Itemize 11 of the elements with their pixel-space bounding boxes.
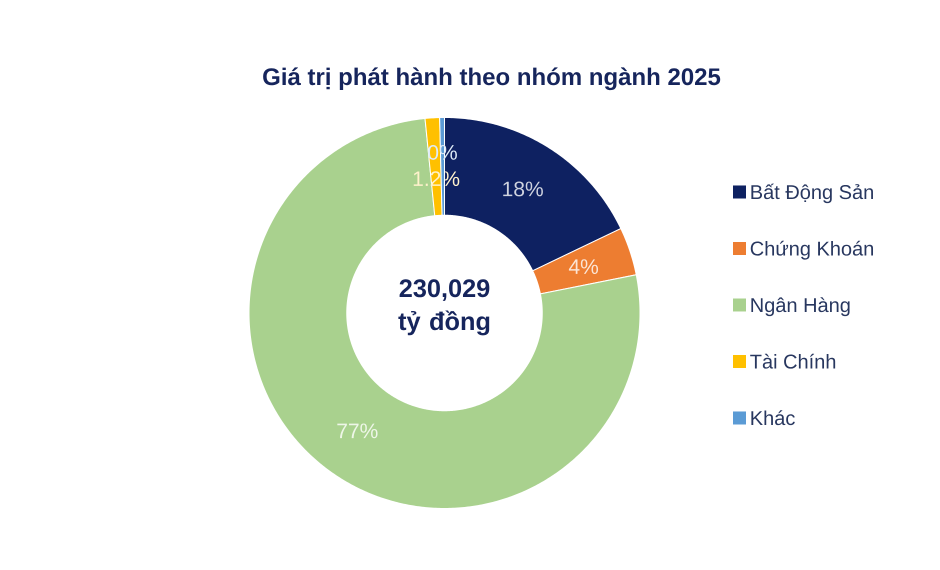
text: 230,029 tỷ đồng <box>398 279 490 336</box>
data-label: 77% <box>337 424 378 438</box>
data-label: 0% <box>428 144 457 160</box>
legend-label: Chứng Khoán <box>750 240 874 260</box>
legend-label: Ngân Hàng <box>751 297 850 316</box>
legend-label: Tài Chính <box>750 354 836 369</box>
data-label: 4% <box>568 259 598 274</box>
data-label: 18% <box>503 181 543 196</box>
legend-label: Khác <box>751 410 795 426</box>
legend-label: Bất Động Sản <box>751 184 873 204</box>
chart-title: Giá trị phát hành theo nhóm ngành 2025 <box>263 67 720 90</box>
